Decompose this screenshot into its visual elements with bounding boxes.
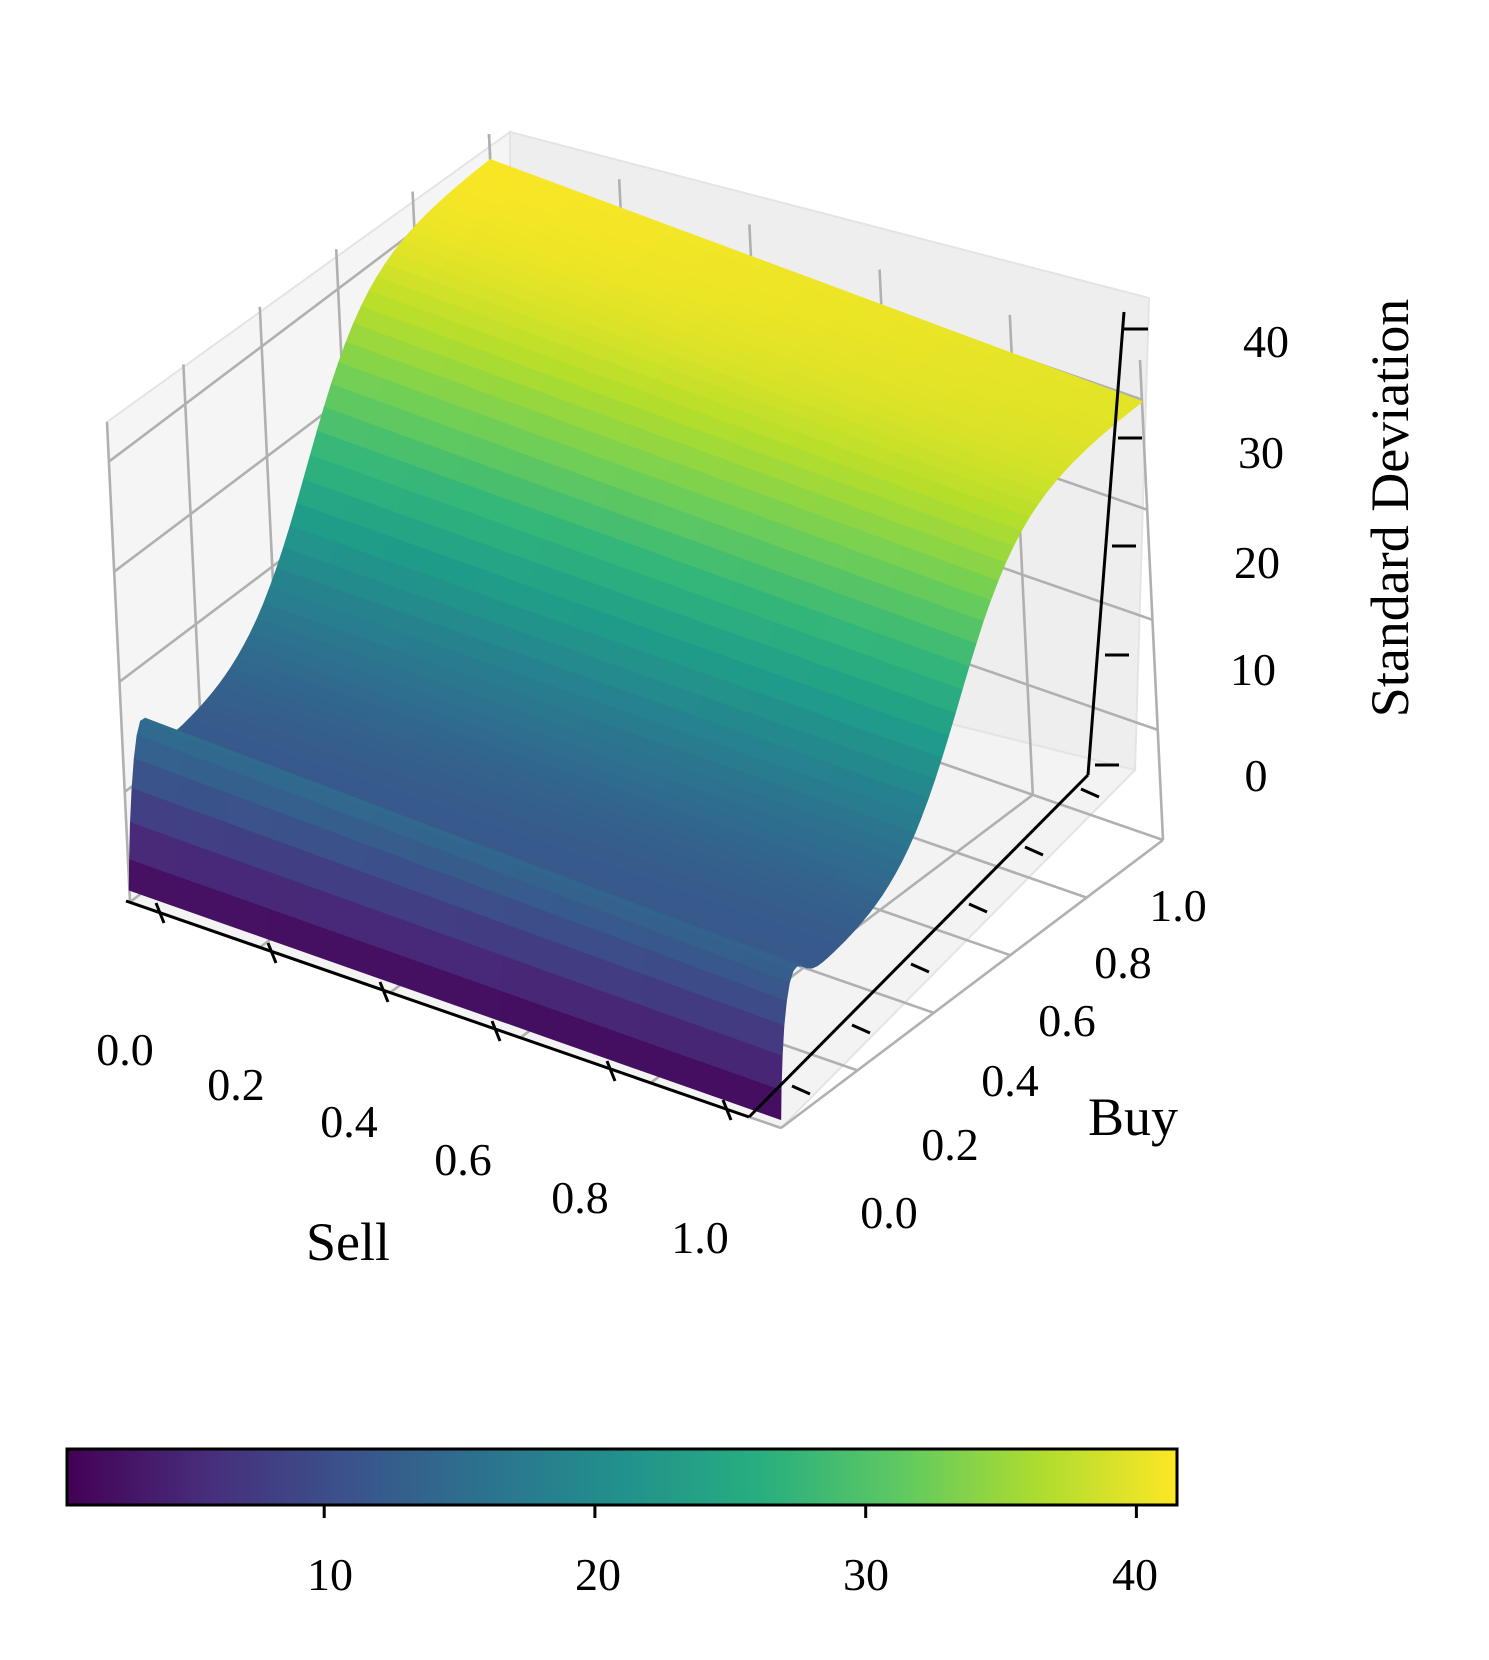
colorbar-tick-label: 40	[1112, 1549, 1158, 1600]
colorbar-ticks	[322, 1505, 1138, 1518]
colorbar: 10 20 30 40	[65, 1447, 1179, 1600]
y-tick-label: 0.2	[921, 1119, 979, 1170]
z-tick-label: 40	[1243, 316, 1289, 367]
y-tick-mark	[851, 1023, 871, 1035]
z-tick-label: 20	[1234, 537, 1280, 588]
surface-patch	[733, 1073, 782, 1120]
back-wall-grid-line	[1138, 359, 1165, 841]
x-tick-label: 1.0	[671, 1212, 729, 1263]
z-axis-line	[1086, 311, 1126, 776]
x-tick-mark	[154, 902, 166, 924]
tick-marks	[154, 327, 1148, 1121]
y-tick-label: 0.4	[981, 1055, 1039, 1106]
y-tick-mark	[1080, 787, 1100, 799]
x-tick-label: 0.2	[207, 1059, 265, 1110]
x-tick-mark	[605, 1060, 617, 1082]
y-tick-labels: 0.0 0.2 0.4 0.6 0.8 1.0	[860, 880, 1207, 1238]
y-tick-mark	[791, 1084, 811, 1096]
x-tick-label: 0.6	[434, 1134, 492, 1185]
z-axis-label: Standard Deviation	[1360, 299, 1420, 717]
x-axis-label: Sell	[306, 1212, 390, 1272]
x-tick-mark	[378, 981, 390, 1003]
x-tick-mark	[490, 1020, 502, 1042]
y-tick-label: 0.6	[1038, 995, 1096, 1046]
x-tick-label: 0.0	[96, 1024, 154, 1075]
surface-plot	[128, 159, 1143, 1120]
y-tick-mark	[968, 902, 988, 914]
y-tick-label: 0.8	[1094, 937, 1152, 988]
x-tick-mark	[266, 942, 278, 964]
y-axis-line	[747, 773, 1090, 1119]
z-tick-label: 0	[1245, 750, 1268, 801]
z-tick-label: 30	[1238, 427, 1284, 478]
colorbar-tick-label: 10	[307, 1549, 353, 1600]
x-tick-label: 0.8	[551, 1172, 609, 1223]
y-tick-mark	[1024, 845, 1044, 857]
floor-grid-line	[780, 838, 1164, 1130]
z-tick-labels: 0 10 20 30 40	[1230, 316, 1289, 801]
z-tick-label: 10	[1230, 644, 1276, 695]
axes	[125, 311, 1126, 1119]
y-axis-label: Buy	[1088, 1087, 1178, 1147]
left-wall-grid-line	[105, 421, 132, 903]
colorbar-tick-label: 30	[843, 1549, 889, 1600]
colorbar-gradient	[65, 1447, 1179, 1507]
y-tick-label: 1.0	[1149, 880, 1207, 931]
y-tick-mark	[910, 962, 930, 974]
colorbar-tick-labels: 10 20 30 40	[307, 1549, 1158, 1600]
x-tick-mark	[721, 1099, 733, 1121]
x-tick-labels: 0.0 0.2 0.4 0.6 0.8 1.0	[96, 1024, 729, 1263]
x-tick-label: 0.4	[320, 1096, 378, 1147]
colorbar-tick-label: 20	[575, 1549, 621, 1600]
x-axis-line	[125, 899, 750, 1119]
y-tick-label: 0.0	[860, 1187, 918, 1238]
